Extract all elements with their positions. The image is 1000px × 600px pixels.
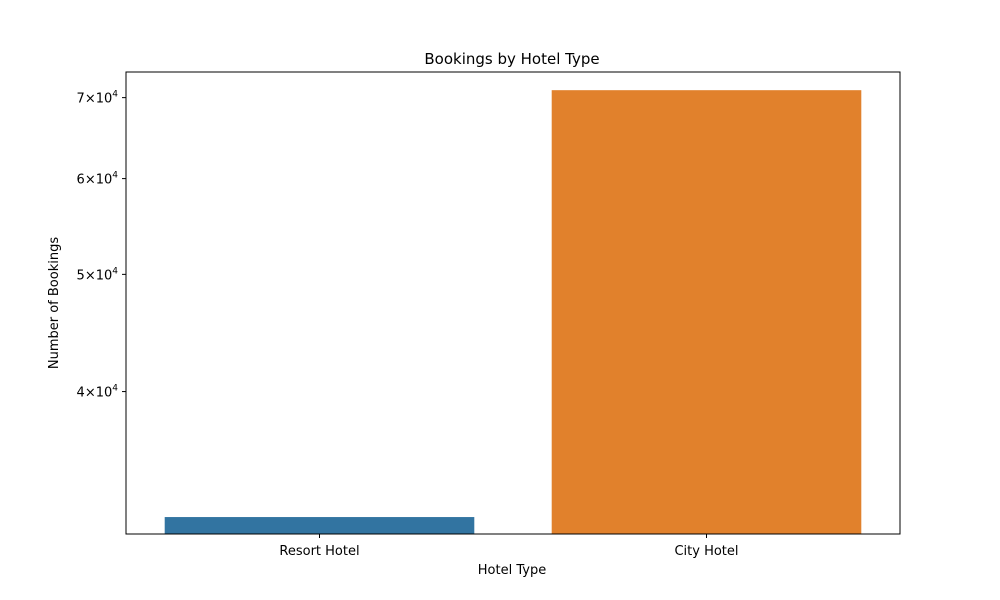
bar-resort-hotel (164, 517, 475, 534)
y-tick-label: 7×104 (77, 90, 119, 107)
y-tick-label: 5×104 (77, 266, 119, 283)
y-axis-ticks: 4×104 5×104 6×104 7×104 (77, 90, 126, 401)
x-tick-label: City Hotel (674, 544, 738, 559)
bar-city-hotel (551, 90, 862, 535)
y-tick-label: 6×104 (77, 171, 119, 188)
x-axis-ticks: Resort Hotel City Hotel (279, 534, 739, 559)
chart-title: Bookings by Hotel Type (424, 50, 599, 68)
plot-area-frame (125, 71, 901, 535)
x-axis-label: Hotel Type (478, 563, 546, 578)
y-tick-label: 4×104 (77, 384, 119, 401)
bars-group (164, 90, 862, 535)
x-tick-label: Resort Hotel (279, 544, 359, 559)
y-axis-label: Number of Bookings (47, 237, 62, 369)
